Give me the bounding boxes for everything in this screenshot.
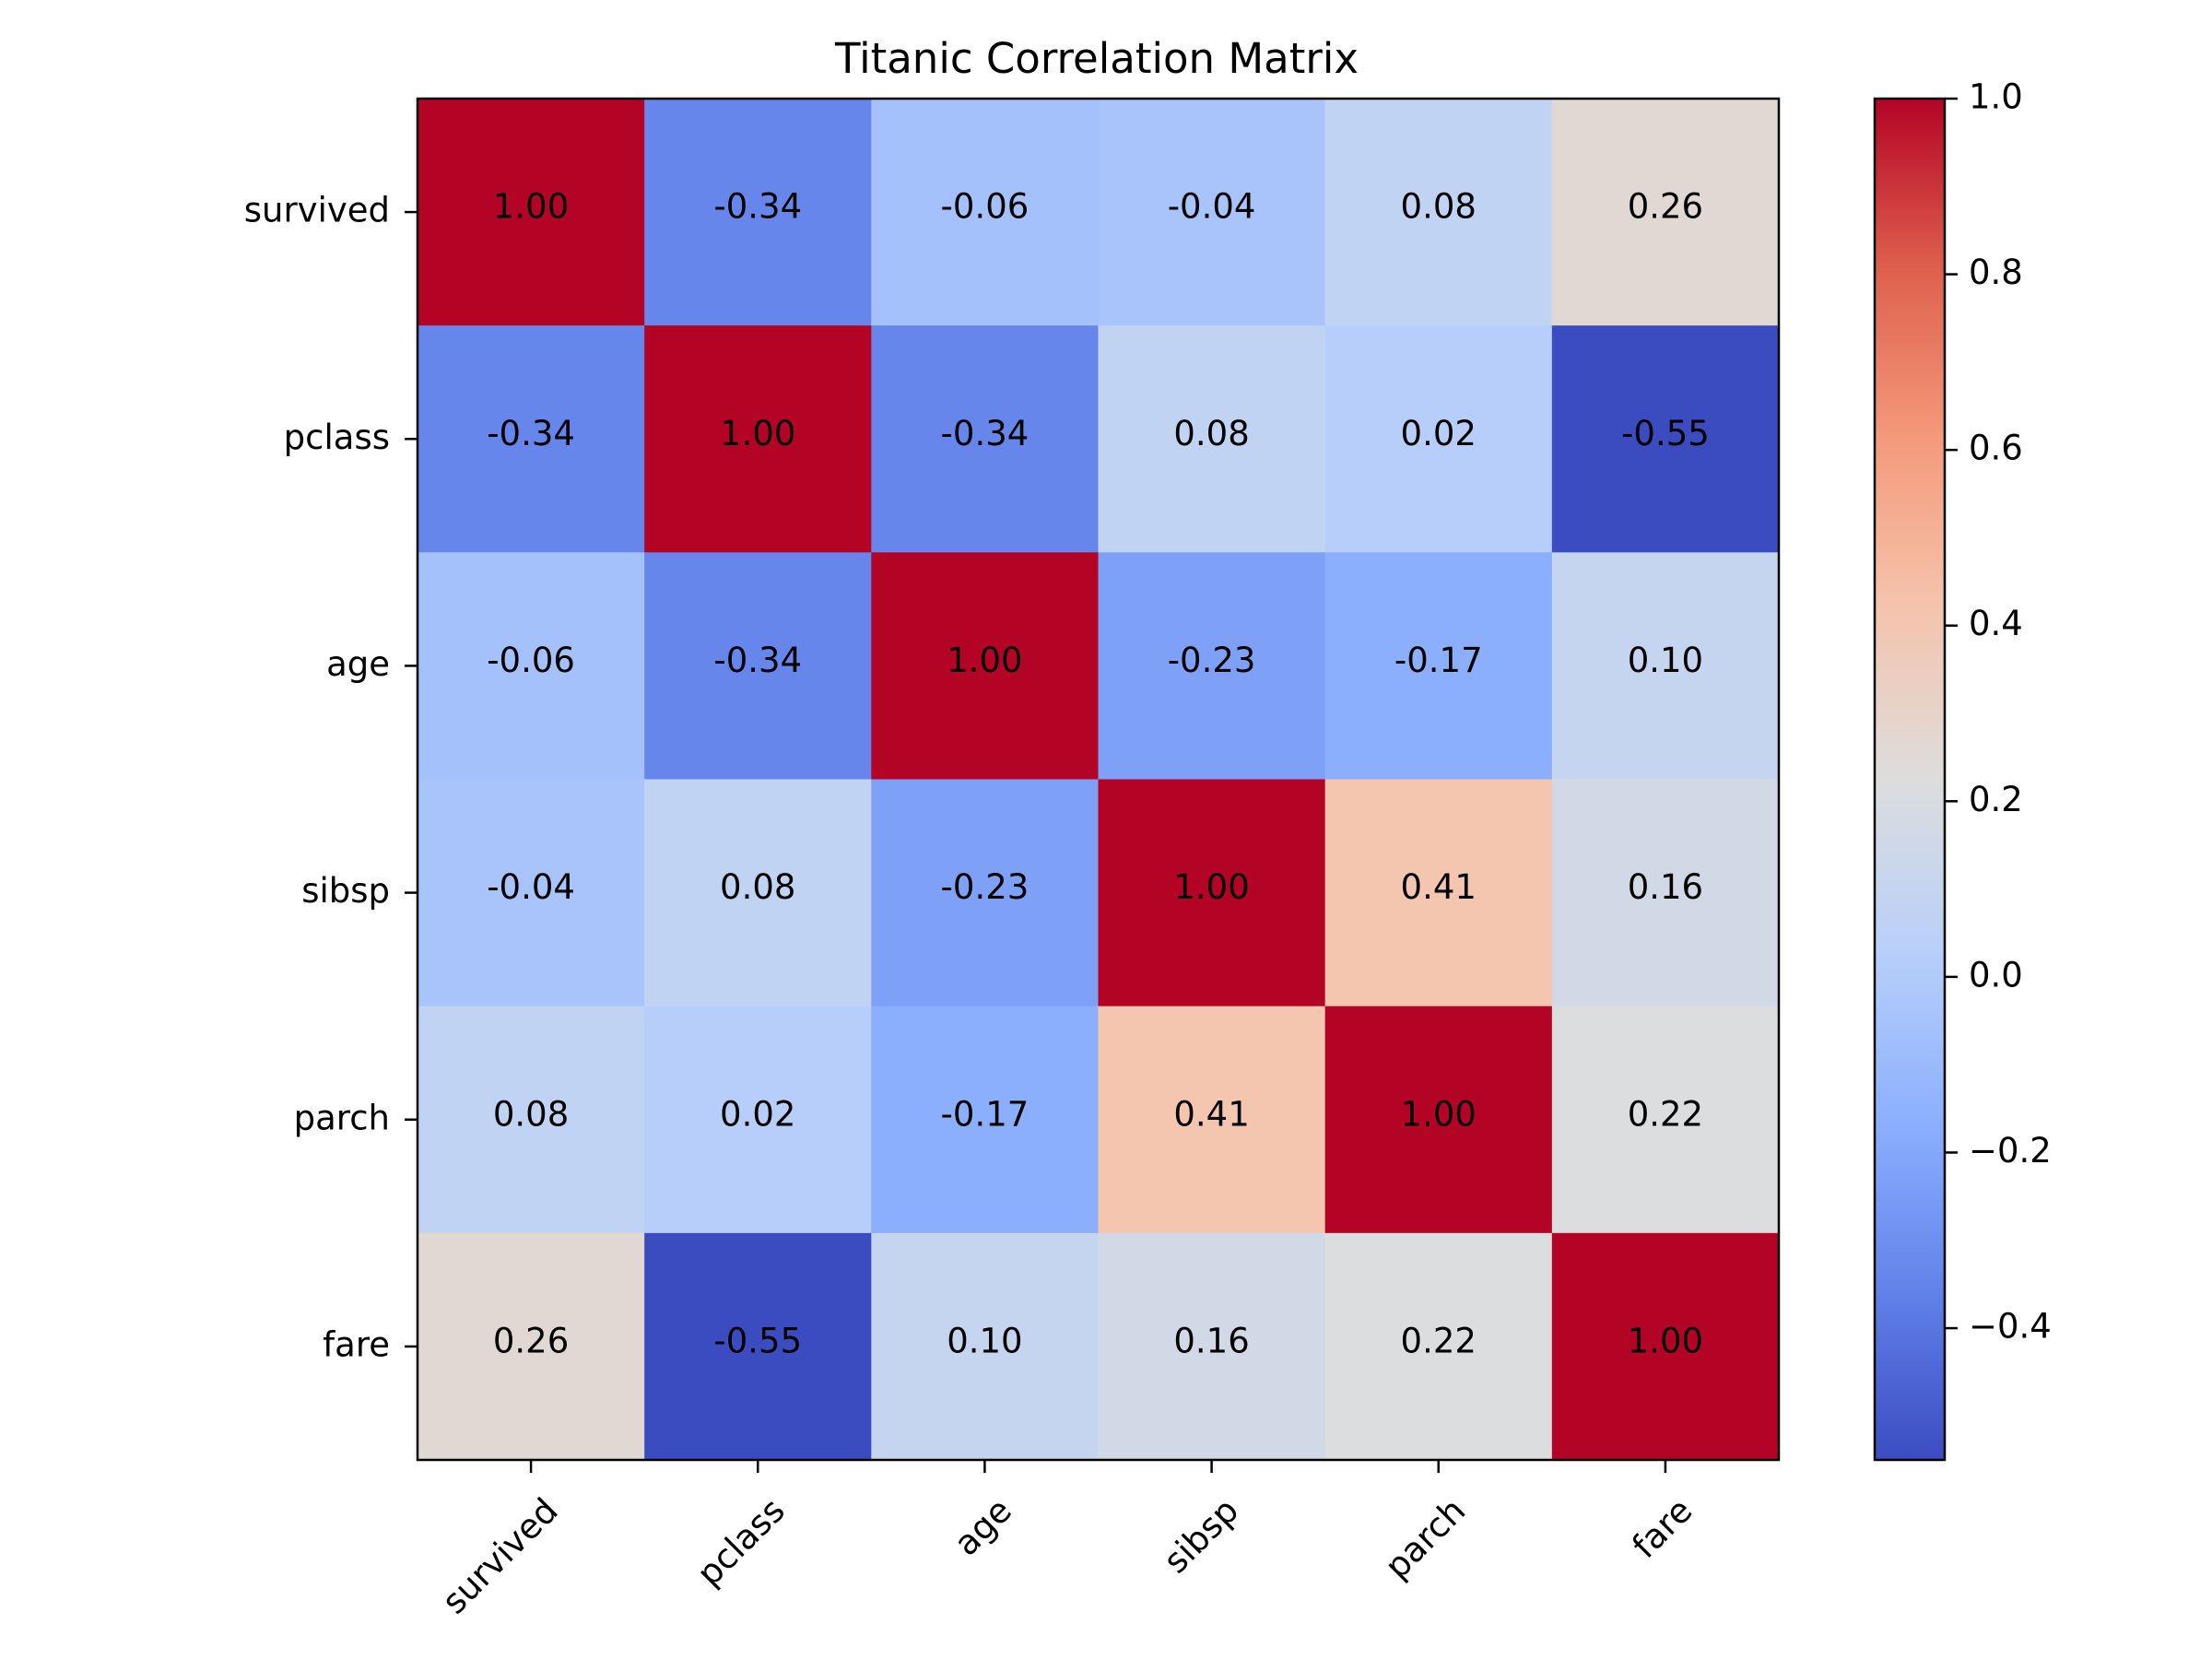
cell-value-label: -0.55 — [1621, 414, 1710, 453]
cell-value-label: 1.00 — [1173, 867, 1249, 907]
heatmap-cell-survived-parch — [1324, 99, 1553, 326]
cell-value-label: 1.00 — [720, 414, 795, 453]
heatmap-cell-age-parch — [1324, 552, 1553, 781]
heatmap-cell-age-pclass — [644, 552, 872, 781]
heatmap-cell-pclass-survived — [418, 325, 645, 553]
heatmap-cell-parch-age — [871, 1006, 1100, 1234]
cell-value-label: 0.02 — [720, 1094, 795, 1134]
cell-value-label: -0.34 — [713, 187, 802, 227]
heatmap-cell-age-age — [871, 552, 1100, 781]
heatmap-cell-fare-age — [871, 1232, 1100, 1461]
cell-value-label: 0.41 — [1401, 867, 1477, 907]
cell-value-label: 0.16 — [1628, 867, 1703, 907]
cell-value-label: -0.23 — [1168, 641, 1256, 680]
cell-value-label: -0.06 — [487, 641, 575, 680]
cell-value-label: 0.22 — [1401, 1321, 1477, 1360]
y-tick-label-fare: fare — [323, 1324, 390, 1364]
y-tick-label-sibsp: sibsp — [301, 871, 390, 911]
cell-value-label: 0.26 — [1628, 187, 1703, 227]
heatmap-cell-sibsp-sibsp — [1098, 779, 1326, 1007]
y-tick-label-age: age — [326, 644, 390, 684]
heatmap-cell-sibsp-parch — [1324, 779, 1553, 1007]
heatmap-cell-sibsp-age — [871, 779, 1100, 1007]
cell-value-labels: 1.00 -0.34 -0.06 -0.04 0.08 0.26 -0.34 1.00 -0.3… — [487, 187, 1710, 1361]
cell-value-label: 0.08 — [720, 867, 795, 907]
cell-value-label: -0.04 — [1168, 187, 1256, 227]
colorbar-tick-label: 0.4 — [1969, 604, 2023, 643]
heatmap-cell-fare-sibsp — [1098, 1232, 1326, 1461]
cell-value-label: 0.16 — [1173, 1321, 1249, 1360]
heatmap-cell-fare-pclass — [644, 1232, 872, 1461]
cell-value-label: 0.08 — [493, 1094, 569, 1134]
cell-value-label: 0.26 — [493, 1321, 569, 1360]
cell-value-label: -0.23 — [941, 867, 1030, 907]
cell-value-label: 1.00 — [947, 641, 1022, 680]
colorbar-tick-label: 0.8 — [1969, 253, 2023, 292]
heatmap-cell-age-sibsp — [1098, 552, 1326, 781]
cell-value-label: -0.17 — [941, 1094, 1030, 1134]
colorbar-tick-label: 0.2 — [1969, 780, 2023, 819]
cell-value-label: 0.02 — [1401, 414, 1477, 453]
heatmap-cell-survived-survived — [418, 99, 645, 326]
heatmap-cell-age-survived — [418, 552, 645, 781]
cell-value-label: 0.10 — [1628, 641, 1703, 680]
heatmap-cell-sibsp-fare — [1551, 779, 1780, 1007]
heatmap-cell-parch-parch — [1324, 1006, 1553, 1234]
heatmap-cell-pclass-fare — [1551, 325, 1780, 553]
cell-value-label: 1.00 — [1628, 1321, 1703, 1360]
heatmap-cell-pclass-sibsp — [1098, 325, 1326, 553]
heatmap-cell-pclass-parch — [1324, 325, 1553, 553]
cell-value-label: -0.04 — [487, 867, 575, 907]
heatmap-cell-fare-survived — [418, 1232, 645, 1461]
cell-value-label: -0.17 — [1394, 641, 1483, 680]
heatmap-cell-parch-pclass — [644, 1006, 872, 1234]
heatmap-cell-sibsp-pclass — [644, 779, 872, 1007]
y-tick-label-pclass: pclass — [284, 418, 390, 457]
chart-title: Titanic Correlation Matrix — [834, 34, 1359, 83]
cell-value-label: 0.08 — [1401, 187, 1477, 227]
cell-value-label: 0.41 — [1173, 1094, 1249, 1134]
colorbar-tick-label: 0.6 — [1969, 429, 2023, 468]
colorbar-gradient — [1875, 99, 1945, 1460]
y-tick-label-parch: parch — [294, 1098, 390, 1137]
cell-value-label: 0.22 — [1628, 1094, 1703, 1134]
heatmap-cell-survived-fare — [1551, 99, 1780, 326]
heatmap-cell-survived-sibsp — [1098, 99, 1326, 326]
cell-value-label: 0.10 — [947, 1321, 1022, 1360]
heatmap-cells — [418, 99, 1780, 1461]
colorbar-tick-label: 1.0 — [1969, 77, 2023, 117]
cell-value-label: 0.08 — [1173, 414, 1249, 453]
cell-value-label: 1.00 — [493, 187, 569, 227]
y-tick-label-survived: survived — [244, 191, 390, 230]
colorbar-tick-label: 0.0 — [1969, 955, 2023, 994]
y-axis: survived pclass age sibsp parch fare — [244, 191, 418, 1364]
colorbar: −0.4 −0.2 0.0 0.2 0.4 0.6 0.8 1.0 — [1873, 77, 2052, 1462]
heatmap-cell-pclass-pclass — [644, 325, 872, 553]
cell-value-label: -0.34 — [713, 641, 802, 680]
colorbar-tick-label: −0.4 — [1969, 1307, 2052, 1347]
cell-value-label: -0.06 — [941, 187, 1030, 227]
plot-frame — [416, 97, 1781, 1462]
heatmap-cell-parch-fare — [1551, 1006, 1780, 1234]
heatmap-cell-survived-age — [871, 99, 1100, 326]
heatmap-cell-parch-sibsp — [1098, 1006, 1326, 1234]
heatmap-cell-sibsp-survived — [418, 779, 645, 1007]
heatmap-cell-fare-fare — [1551, 1232, 1780, 1461]
heatmap-cell-parch-survived — [418, 1006, 645, 1234]
cell-value-label: -0.34 — [487, 414, 575, 453]
heatmap-cell-age-fare — [1551, 552, 1780, 781]
heatmap-cell-pclass-age — [871, 325, 1100, 553]
heatmap-cell-fare-parch — [1324, 1232, 1553, 1461]
colorbar-tick-label: −0.2 — [1969, 1131, 2052, 1171]
cell-value-label: -0.55 — [713, 1321, 802, 1360]
heatmap-cell-survived-pclass — [644, 99, 872, 326]
cell-value-label: 1.00 — [1401, 1094, 1477, 1134]
cell-value-label: -0.34 — [941, 414, 1030, 453]
colorbar-frame — [1873, 97, 1947, 1462]
